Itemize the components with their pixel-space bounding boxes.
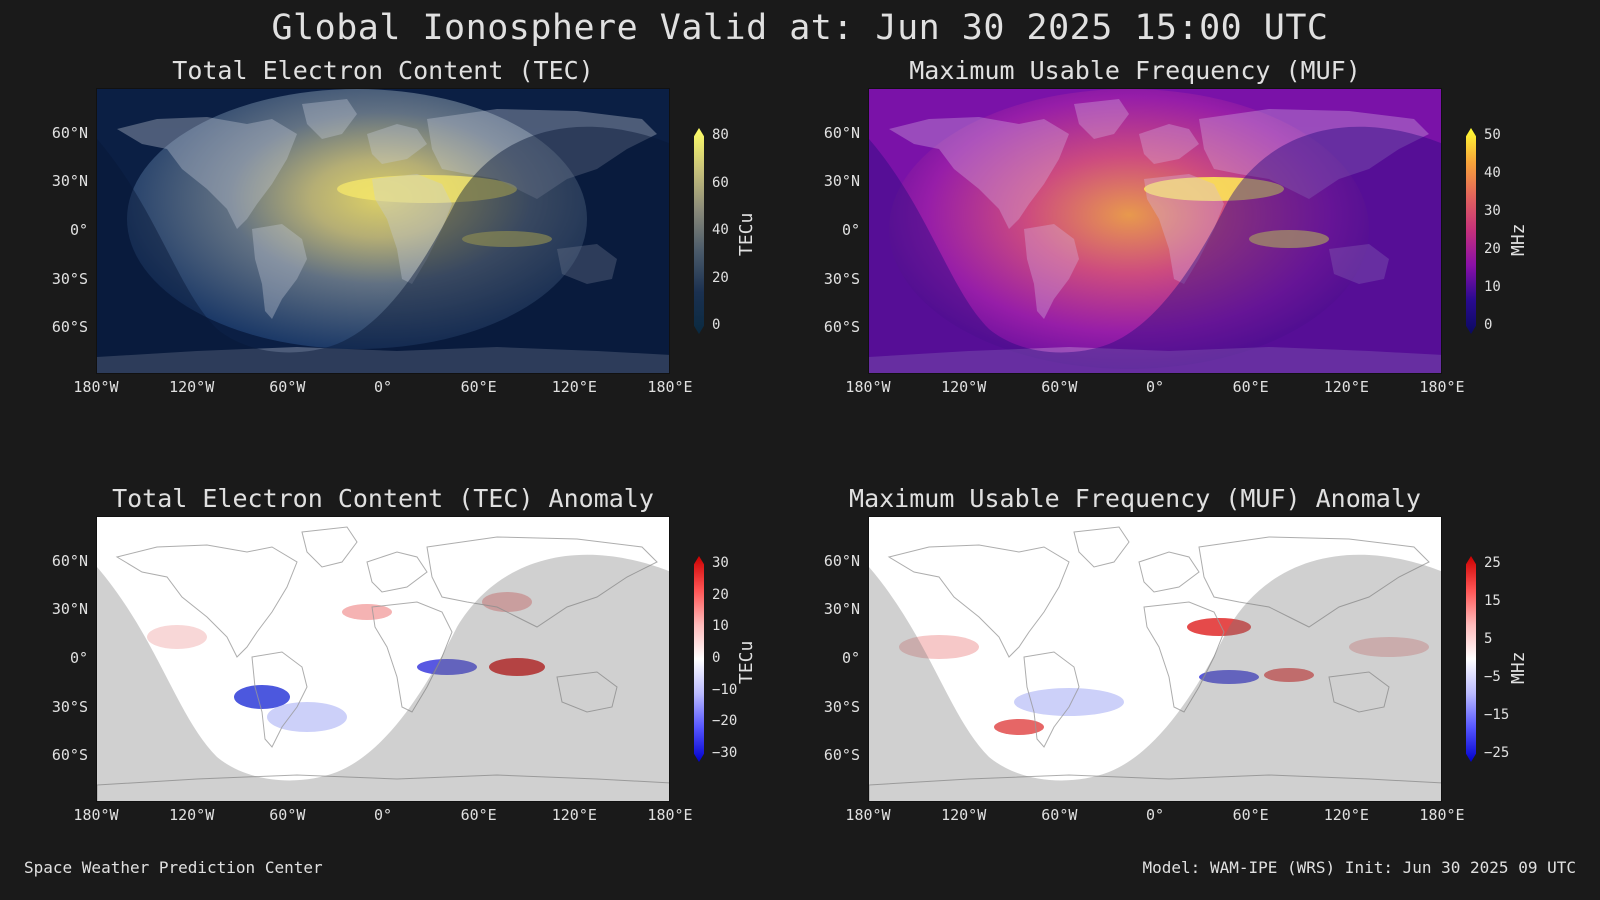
lon-tick: 180°E [647, 378, 693, 396]
lat-tick: 60°N [823, 123, 860, 142]
colorbar-tick: 10 [1484, 279, 1501, 295]
colorbar-tick: 0 [712, 317, 721, 333]
lon-tick: 120°E [551, 806, 597, 824]
lon-tick: 60°W [269, 378, 306, 396]
lat-tick: 0° [69, 221, 88, 239]
lon-tick: 180°W [73, 806, 119, 824]
colorbar-tick: 30 [1484, 203, 1501, 219]
main-title: Global Ionosphere Valid at: Jun 30 2025 … [271, 8, 1329, 48]
map-muf-anom[interactable] [868, 516, 1442, 802]
colorbar-tick: 20 [712, 269, 729, 286]
lon-tick: 180°W [73, 378, 119, 396]
lat-tick: 30°S [823, 269, 860, 288]
colorbar-label: TECu [736, 640, 757, 684]
lat-tick: 60°S [51, 746, 88, 765]
lat-tick: 60°N [51, 123, 88, 142]
lon-tick: 0° [1145, 806, 1165, 824]
lat-tick: 60°S [823, 318, 860, 337]
footer-left: Space Weather Prediction Center [24, 858, 323, 877]
lon-tick: 180°E [647, 806, 693, 824]
colorbar-tick: −5 [1484, 669, 1501, 685]
lat-tick: 30°N [823, 600, 860, 619]
lon-tick: 0° [373, 378, 393, 396]
lon-tick: 60°E [1232, 378, 1269, 396]
lon-tick: 180°W [845, 806, 891, 824]
colorbar-tick: 40 [1484, 165, 1501, 181]
lon-tick: 60°W [1041, 806, 1078, 824]
lon-tick: 60°W [269, 806, 306, 824]
panel-title-tec-anom: Total Electron Content (TEC) Anomaly [112, 484, 654, 513]
colorbar-tick: 15 [1484, 593, 1501, 609]
lat-tick: 30°N [51, 600, 88, 619]
colorbar-tick: 60 [712, 174, 729, 191]
panel-title-muf-anom: Maximum Usable Frequency (MUF) Anomaly [849, 484, 1421, 513]
lat-tick: 30°N [51, 172, 88, 191]
lon-tick: 0° [373, 806, 393, 824]
lon-tick: 120°W [169, 378, 215, 396]
colorbar-tick: −15 [1484, 707, 1510, 723]
lon-tick: 0° [1145, 378, 1165, 396]
lon-tick: 180°E [1419, 378, 1465, 396]
colorbar-muf-anom [1466, 556, 1476, 762]
colorbar-tick: 25 [1484, 555, 1501, 571]
lat-tick: 0° [841, 221, 860, 239]
panel-title-tec: Total Electron Content (TEC) [172, 56, 594, 85]
lon-tick: 120°E [1323, 378, 1369, 396]
lat-tick: 30°S [823, 697, 860, 716]
colorbar-tick: 20 [712, 586, 729, 603]
lat-tick: 0° [69, 649, 88, 667]
footer-right: Model: WAM-IPE (WRS) Init: Jun 30 2025 0… [1142, 858, 1576, 877]
colorbar-tick: 30 [712, 555, 729, 571]
lon-tick: 120°W [941, 806, 987, 824]
colorbar-tick: 20 [1484, 241, 1501, 257]
colorbar-tick: 50 [1484, 127, 1501, 143]
lon-tick: 60°E [460, 378, 497, 396]
colorbar-muf [1466, 128, 1476, 334]
lon-tick: 120°E [551, 378, 597, 396]
colorbar-tick: 40 [712, 222, 729, 238]
colorbar-tec [694, 128, 704, 334]
lat-tick: 60°S [823, 746, 860, 765]
map-tec[interactable] [96, 88, 670, 374]
colorbar-tick: −10 [712, 681, 738, 698]
lat-tick: 60°N [51, 551, 88, 570]
lat-tick: 30°S [51, 697, 88, 716]
lon-tick: 60°E [460, 806, 497, 824]
colorbar-tec-anom [694, 556, 704, 762]
lon-tick: 120°W [941, 378, 987, 396]
lon-tick: 60°W [1041, 378, 1078, 396]
colorbar-label: MHz [1508, 651, 1529, 684]
colorbar-label: MHz [1508, 223, 1529, 256]
colorbar-tick: −30 [712, 745, 738, 761]
colorbar-tick: 5 [1484, 631, 1493, 647]
lon-tick: 180°E [1419, 806, 1465, 824]
map-muf[interactable] [868, 88, 1442, 374]
colorbar-tick: 80 [712, 127, 729, 143]
colorbar-tick: 0 [1484, 317, 1493, 333]
colorbar-label: TECu [736, 212, 757, 256]
lon-tick: 120°W [169, 806, 215, 824]
lat-tick: 60°S [51, 318, 88, 337]
colorbar-tick: −20 [712, 713, 738, 730]
colorbar-tick: 10 [712, 618, 729, 635]
lat-tick: 30°S [51, 269, 88, 288]
lon-tick: 60°E [1232, 806, 1269, 824]
lat-tick: 30°N [823, 172, 860, 191]
lon-tick: 120°E [1323, 806, 1369, 824]
lat-tick: 0° [841, 649, 860, 667]
colorbar-tick: −25 [1484, 745, 1510, 761]
lon-tick: 180°W [845, 378, 891, 396]
lat-tick: 60°N [823, 551, 860, 570]
panel-title-muf: Maximum Usable Frequency (MUF) [909, 56, 1361, 85]
map-tec-anom[interactable] [96, 516, 670, 802]
colorbar-tick: 0 [712, 650, 721, 666]
